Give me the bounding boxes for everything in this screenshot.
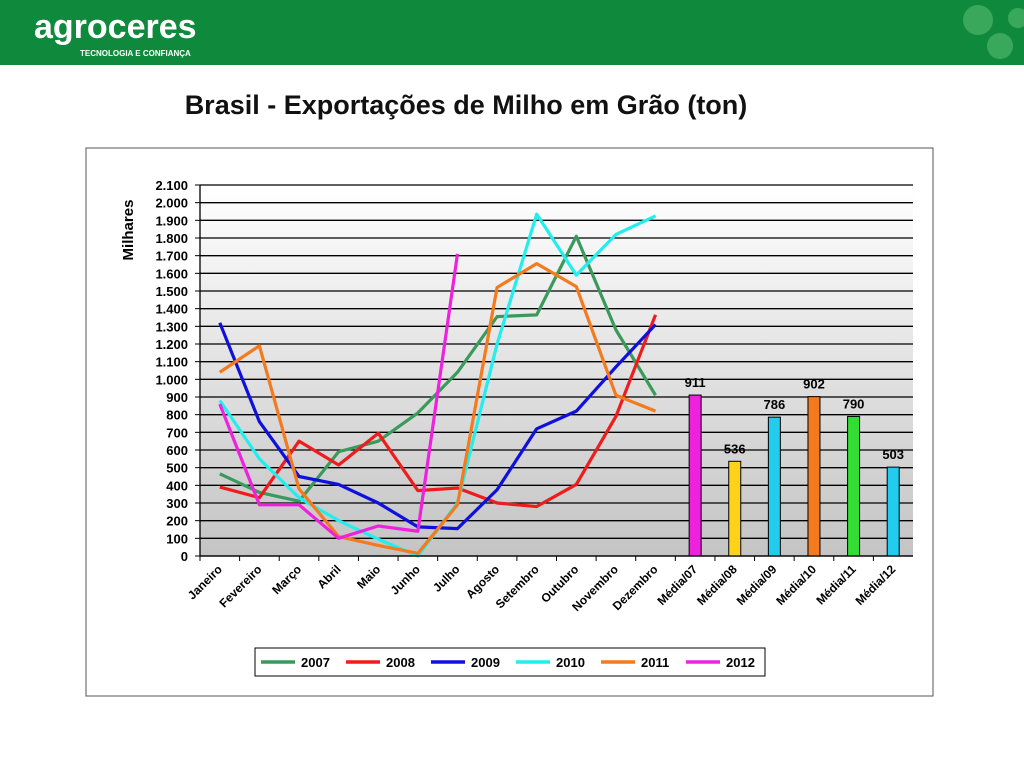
- y-tick-label: 300: [166, 496, 188, 511]
- bar: [886, 466, 900, 557]
- y-tick-label: 600: [166, 443, 188, 458]
- y-axis-title: Milhares: [120, 200, 137, 261]
- y-tick-label: 1.900: [155, 213, 188, 228]
- tagline: TECNOLOGIA E CONFIANÇA: [80, 49, 191, 58]
- y-tick-label: 0: [181, 549, 188, 564]
- header-bar: [0, 0, 1024, 65]
- legend-label: 2011: [641, 655, 669, 670]
- y-tick-label: 100: [166, 531, 188, 546]
- gear-icons: [963, 5, 1024, 59]
- y-tick-label: 1.200: [155, 337, 188, 352]
- y-tick-label: 500: [166, 461, 188, 476]
- legend-label: 2012: [726, 655, 755, 670]
- bar: [688, 394, 702, 557]
- legend-label: 2007: [301, 655, 330, 670]
- legend-label: 2009: [471, 655, 500, 670]
- brand: agroceres: [34, 8, 197, 46]
- y-tick-label: 1.500: [155, 284, 188, 299]
- bar: [807, 396, 821, 557]
- y-tick-label: 700: [166, 425, 188, 440]
- bar-value-label: 902: [803, 377, 825, 392]
- y-tick-label: 1.600: [155, 266, 188, 281]
- y-tick-label: 1.000: [155, 372, 188, 387]
- y-tick-label: 400: [166, 478, 188, 493]
- bar-value-label: 503: [882, 447, 904, 462]
- chart-title: Brasil - Exportações de Milho em Grão (t…: [185, 90, 748, 120]
- bar-value-label: 786: [764, 397, 786, 412]
- bar: [847, 415, 861, 557]
- y-tick-label: 200: [166, 514, 188, 529]
- y-tick-label: 2.100: [155, 178, 188, 193]
- bar-value-label: 911: [685, 375, 706, 390]
- y-tick-label: 1.800: [155, 231, 188, 246]
- series-line: [219, 314, 658, 509]
- bar-value-label: 790: [843, 396, 865, 411]
- legend-label: 2010: [556, 655, 585, 670]
- y-tick-label: 1.300: [155, 319, 188, 334]
- y-tick-label: 800: [166, 408, 188, 423]
- legend-label: 2008: [386, 655, 415, 670]
- bar-value-label: 536: [724, 441, 746, 456]
- series-line: [218, 262, 657, 555]
- bar: [767, 416, 781, 557]
- legend-box: [254, 647, 766, 677]
- bar: [728, 460, 742, 557]
- y-tick-label: 1.700: [155, 249, 188, 264]
- y-tick-label: 1.100: [155, 355, 188, 370]
- series-line: [218, 253, 460, 540]
- y-tick-label: 900: [166, 390, 188, 405]
- y-tick-label: 1.400: [155, 302, 188, 317]
- y-tick-label: 2.000: [155, 196, 188, 211]
